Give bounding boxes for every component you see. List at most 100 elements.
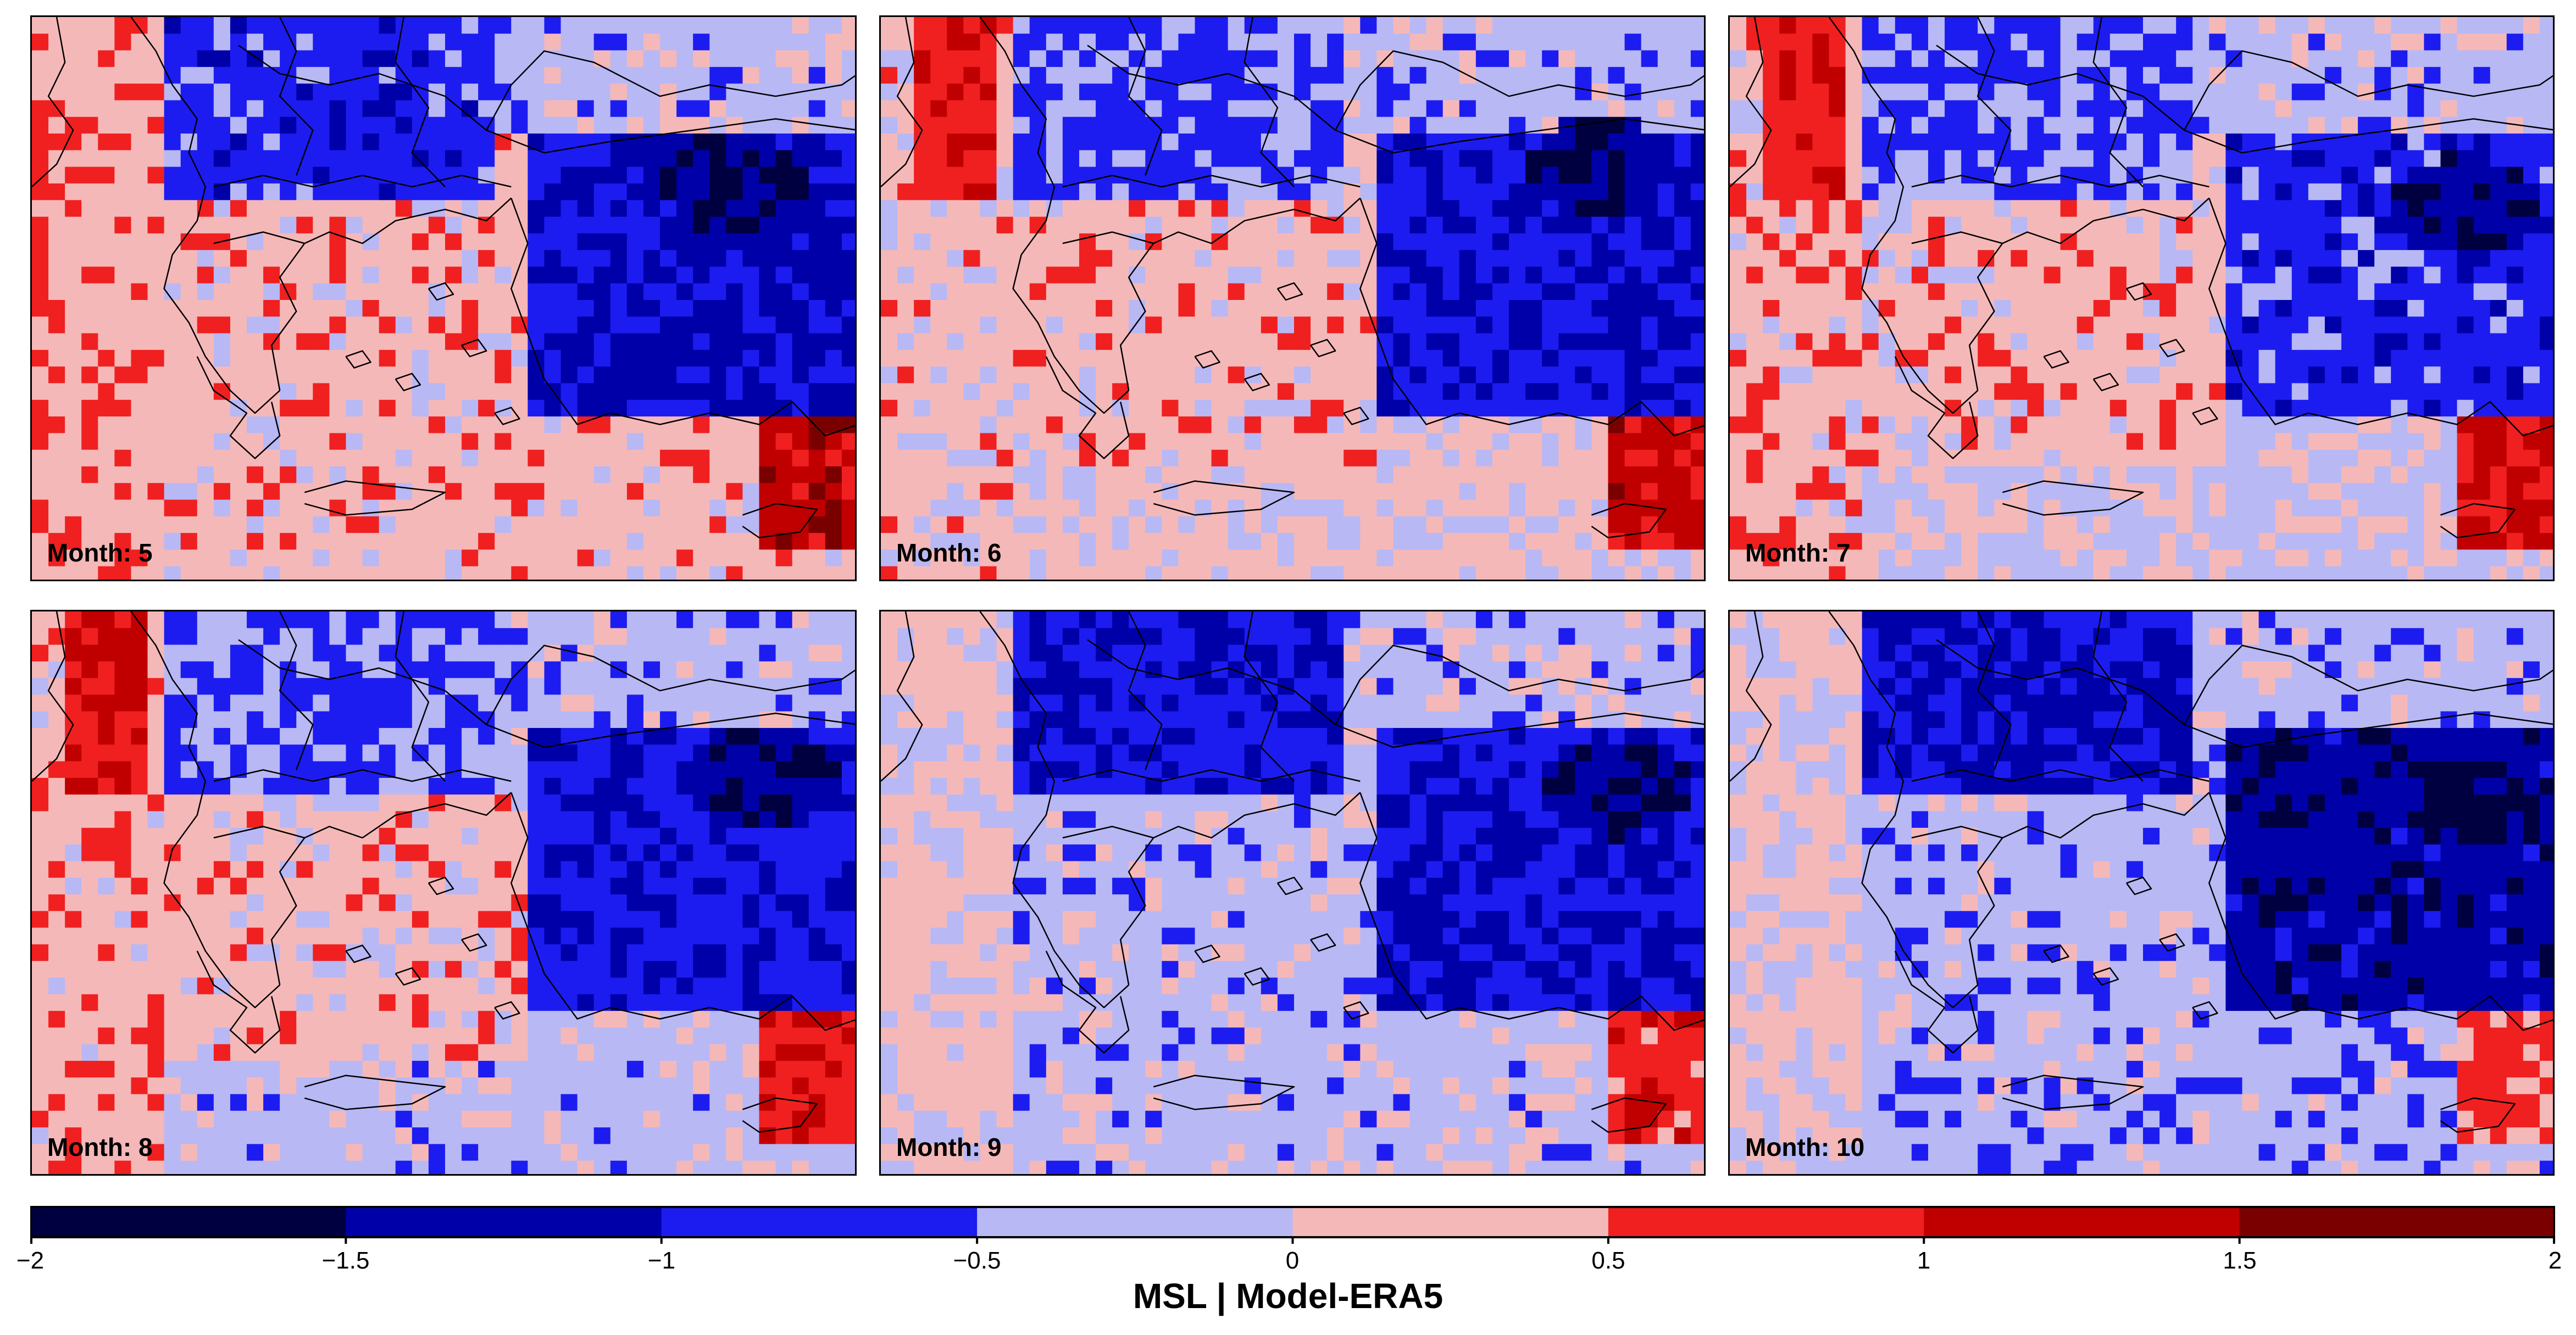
grid-cell [1730, 233, 1747, 251]
grid-cell [947, 100, 964, 118]
grid-cell [1763, 433, 1780, 450]
grid-cell [1393, 134, 1411, 151]
grid-cell [1393, 483, 1411, 500]
grid-cell [48, 316, 65, 334]
grid-cell [693, 333, 710, 351]
grid-cell [2044, 150, 2061, 168]
grid-cell [1674, 549, 1691, 567]
grid-cell [1129, 399, 1146, 417]
grid-cell [1674, 483, 1691, 500]
grid-cell [1343, 300, 1361, 317]
grid-cell [1062, 50, 1080, 68]
grid-cell [1311, 150, 1328, 168]
grid-cell [726, 483, 743, 500]
grid-cell [825, 466, 842, 483]
grid-cell [841, 166, 855, 184]
grid-cell [742, 399, 760, 417]
grid-cell [742, 366, 760, 384]
grid-cell [808, 283, 826, 301]
grid-cell [610, 516, 628, 533]
grid-cell [2109, 66, 2127, 84]
grid-cell [1978, 116, 1995, 134]
grid-cell [495, 316, 512, 334]
grid-cell [610, 433, 628, 450]
grid-cell [1029, 466, 1047, 483]
grid-cell [643, 533, 660, 550]
coastline [32, 17, 74, 187]
grid-cell [1327, 183, 1344, 201]
grid-cell [2027, 449, 2045, 467]
grid-cell [1994, 516, 2011, 533]
grid-cell [2159, 84, 2177, 101]
grid-cell [1029, 566, 1047, 580]
grid-cell [2011, 250, 2028, 268]
grid-cell [1829, 399, 1846, 417]
grid-cell [577, 449, 595, 467]
grid-cell [1624, 333, 1642, 351]
grid-cell [1277, 66, 1295, 84]
grid-cell [346, 466, 363, 483]
grid-cell [626, 17, 644, 34]
grid-cell [1029, 84, 1047, 101]
grid-cell [346, 399, 363, 417]
grid-cell [1674, 466, 1691, 483]
grid-cell [775, 533, 793, 550]
grid-cell [1195, 399, 1212, 417]
grid-cell [1878, 66, 1896, 84]
grid-cell [1845, 150, 1863, 168]
grid-cell [164, 399, 181, 417]
grid-cell [1475, 566, 1493, 580]
grid-cell [676, 150, 693, 168]
grid-cell [1779, 250, 1796, 268]
grid-cell [1812, 283, 1830, 301]
grid-cell [445, 134, 462, 151]
grid-cell [1978, 516, 1995, 533]
grid-cell [1244, 84, 1262, 101]
grid-cell [296, 200, 313, 218]
grid-cell [693, 166, 710, 184]
grid-cell [759, 200, 776, 218]
grid-cell [996, 200, 1014, 218]
grid-cell [114, 533, 132, 550]
grid-cell [709, 233, 726, 251]
grid-cell [947, 433, 964, 450]
grid-cell [213, 333, 231, 351]
grid-cell [346, 66, 363, 84]
grid-cell [676, 466, 693, 483]
grid-cell [676, 433, 693, 450]
grid-cell [445, 349, 462, 367]
grid-cell [213, 17, 231, 34]
grid-cell [1475, 150, 1493, 168]
grid-cell [1779, 533, 1796, 550]
grid-cell [230, 283, 247, 301]
grid-cell [996, 166, 1014, 184]
grid-cell [2093, 349, 2111, 367]
grid-cell [2077, 349, 2094, 367]
grid-cell [1690, 383, 1704, 400]
grid-cell [1928, 516, 1945, 533]
grid-cell [1845, 483, 1863, 500]
grid-cell [1674, 66, 1691, 84]
grid-cell [379, 183, 396, 201]
grid-cell [1641, 533, 1658, 550]
grid-cell [1558, 50, 1575, 68]
grid-cell [2176, 449, 2193, 467]
grid-cell [2424, 134, 2441, 151]
grid-cell [2523, 283, 2540, 301]
grid-cell [825, 166, 842, 184]
grid-cell [1641, 483, 1658, 500]
grid-cell [1211, 283, 1229, 301]
grid-cell [2126, 17, 2144, 34]
grid-cell [1062, 34, 1080, 51]
grid-cell [1928, 150, 1945, 168]
grid-cell [1145, 200, 1162, 218]
grid-cell [1475, 216, 1493, 234]
grid-cell [560, 200, 578, 218]
grid-cell [1690, 399, 1704, 417]
grid-cell [1591, 116, 1609, 134]
grid-cell [1895, 399, 1912, 417]
grid-cell [914, 483, 931, 500]
grid-cell [2424, 333, 2441, 351]
grid-cell [1409, 34, 1427, 51]
grid-cell [996, 84, 1014, 101]
